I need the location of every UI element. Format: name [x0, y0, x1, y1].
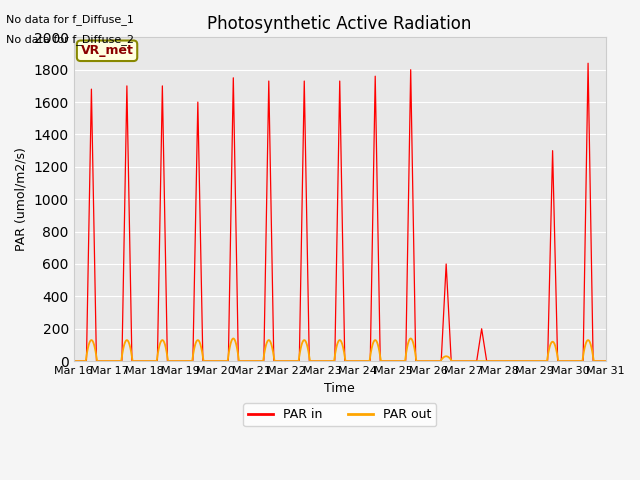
PAR in [584, 60, 592, 66]
PAR in [70, 358, 77, 364]
PAR out [230, 336, 237, 341]
Y-axis label: PAR (umol/m2/s): PAR (umol/m2/s) [15, 147, 28, 251]
Line: PAR in: PAR in [74, 63, 605, 361]
PAR in [489, 358, 497, 364]
Text: No data for f_Diffuse_2: No data for f_Diffuse_2 [6, 34, 134, 45]
PAR in [320, 358, 328, 364]
PAR out [70, 358, 77, 364]
Text: VR_met: VR_met [81, 44, 134, 57]
Line: PAR out: PAR out [74, 338, 605, 361]
PAR in [459, 358, 467, 364]
Title: Photosynthetic Active Radiation: Photosynthetic Active Radiation [207, 15, 472, 33]
Legend: PAR in, PAR out: PAR in, PAR out [243, 403, 436, 426]
PAR in [165, 358, 173, 364]
PAR out [601, 358, 609, 364]
PAR out [459, 358, 467, 364]
PAR out [602, 358, 609, 364]
PAR in [429, 358, 437, 364]
PAR out [320, 358, 328, 364]
PAR in [602, 358, 609, 364]
X-axis label: Time: Time [324, 382, 355, 395]
PAR out [429, 358, 437, 364]
PAR out [489, 358, 497, 364]
PAR in [601, 358, 609, 364]
PAR out [165, 358, 173, 364]
Text: No data for f_Diffuse_1: No data for f_Diffuse_1 [6, 14, 134, 25]
